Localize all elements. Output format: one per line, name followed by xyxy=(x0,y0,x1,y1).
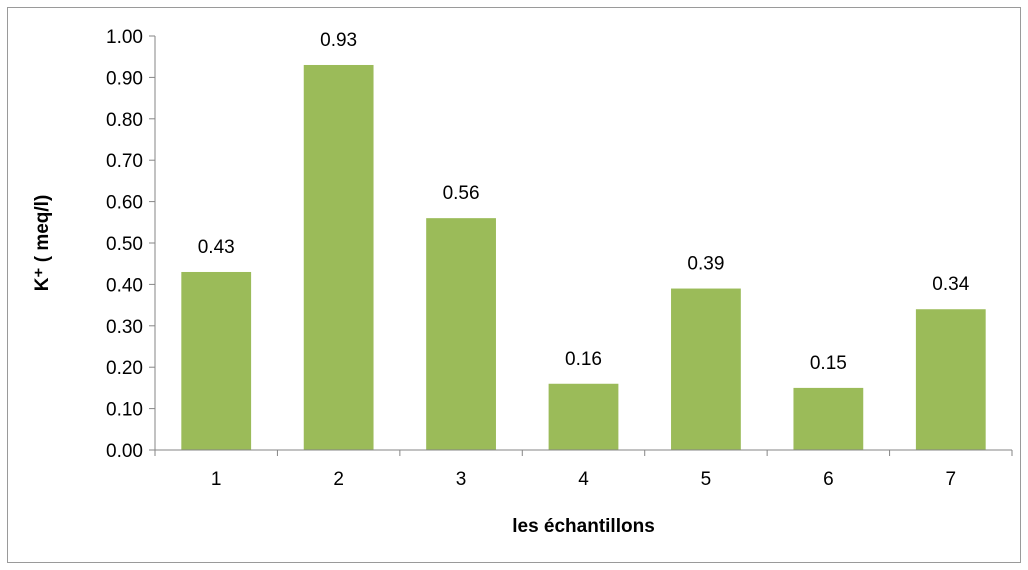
x-tick-label: 4 xyxy=(578,469,589,490)
bar-2 xyxy=(303,64,374,450)
bar-4 xyxy=(548,383,619,450)
bars xyxy=(181,64,986,450)
y-tick-label: 0.10 xyxy=(106,400,143,421)
x-tick-label: 2 xyxy=(333,469,344,490)
x-tick-label: 7 xyxy=(945,469,956,490)
y-tick-label: 1.00 xyxy=(106,27,143,48)
bar-7 xyxy=(915,309,986,450)
x-tick-label: 3 xyxy=(456,469,467,490)
chart-frame xyxy=(7,7,1021,563)
bar-3 xyxy=(426,218,496,450)
data-labels: 0.43 0.93 0.56 0.16 0.39 0.15 0.34 xyxy=(198,30,970,374)
data-label-3: 0.56 xyxy=(443,183,480,204)
y-tick-label: 0.30 xyxy=(106,317,143,338)
data-label-1: 0.43 xyxy=(198,237,235,258)
bar-5 xyxy=(671,288,741,450)
y-tick-label: 0.90 xyxy=(106,68,143,89)
x-tick-label: 1 xyxy=(211,469,222,490)
data-label-2: 0.93 xyxy=(320,30,357,51)
x-tick-label: 6 xyxy=(823,469,834,490)
data-label-6: 0.15 xyxy=(810,353,847,374)
y-tick-label: 0.50 xyxy=(106,234,143,255)
bar-6 xyxy=(793,387,864,450)
data-label-4: 0.16 xyxy=(565,349,602,370)
x-tick-label: 5 xyxy=(701,469,712,490)
data-label-5: 0.39 xyxy=(687,254,724,275)
y-tick-label: 0.70 xyxy=(106,151,143,172)
y-tick-label: 0.20 xyxy=(106,358,143,379)
x-axis-ticks: 1 2 3 4 5 6 7 xyxy=(154,450,1013,490)
y-tick-label: 0.00 xyxy=(106,441,143,462)
data-label-7: 0.34 xyxy=(932,274,969,295)
bar-1 xyxy=(181,271,252,450)
x-axis-title: les échantillons xyxy=(512,516,655,537)
y-tick-label: 0.80 xyxy=(106,110,143,131)
y-axis-ticks: 0.00 0.10 0.20 0.30 0.40 0.50 0.60 0.70 0.80 0.90… xyxy=(106,27,155,462)
y-tick-label: 0.60 xyxy=(106,193,143,214)
y-axis-title: K⁺ ( meq/l) xyxy=(32,195,53,292)
y-tick-label: 0.40 xyxy=(106,275,143,296)
